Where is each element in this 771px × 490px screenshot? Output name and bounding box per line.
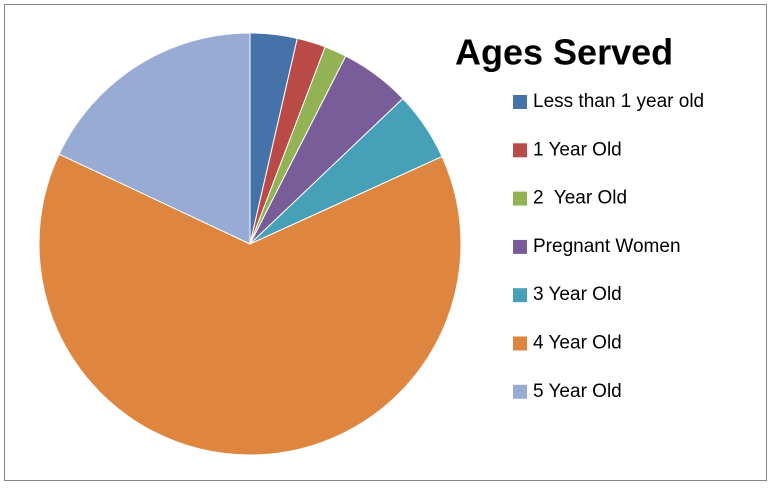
legend-swatch — [513, 336, 527, 351]
legend-swatch — [513, 191, 527, 206]
legend-label: 5 Year Old — [533, 381, 622, 402]
legend-label: 2 Year Old — [533, 188, 627, 209]
legend-swatch — [513, 143, 527, 158]
pie-slice — [58, 32, 251, 245]
legend-swatch — [513, 95, 527, 109]
legend-swatch — [513, 288, 527, 303]
pie-slice — [38, 153, 462, 456]
legend-label: 1 Year Old — [533, 139, 622, 160]
chart-title: Ages Served — [455, 32, 673, 73]
legend-label: Less than 1 year old — [533, 91, 704, 112]
legend-label: 3 Year Old — [533, 284, 622, 305]
legend-label: 4 Year Old — [533, 333, 622, 354]
legend-swatch — [513, 384, 527, 399]
legend-swatch — [513, 239, 527, 254]
legend-label: Pregnant Women — [533, 236, 681, 257]
